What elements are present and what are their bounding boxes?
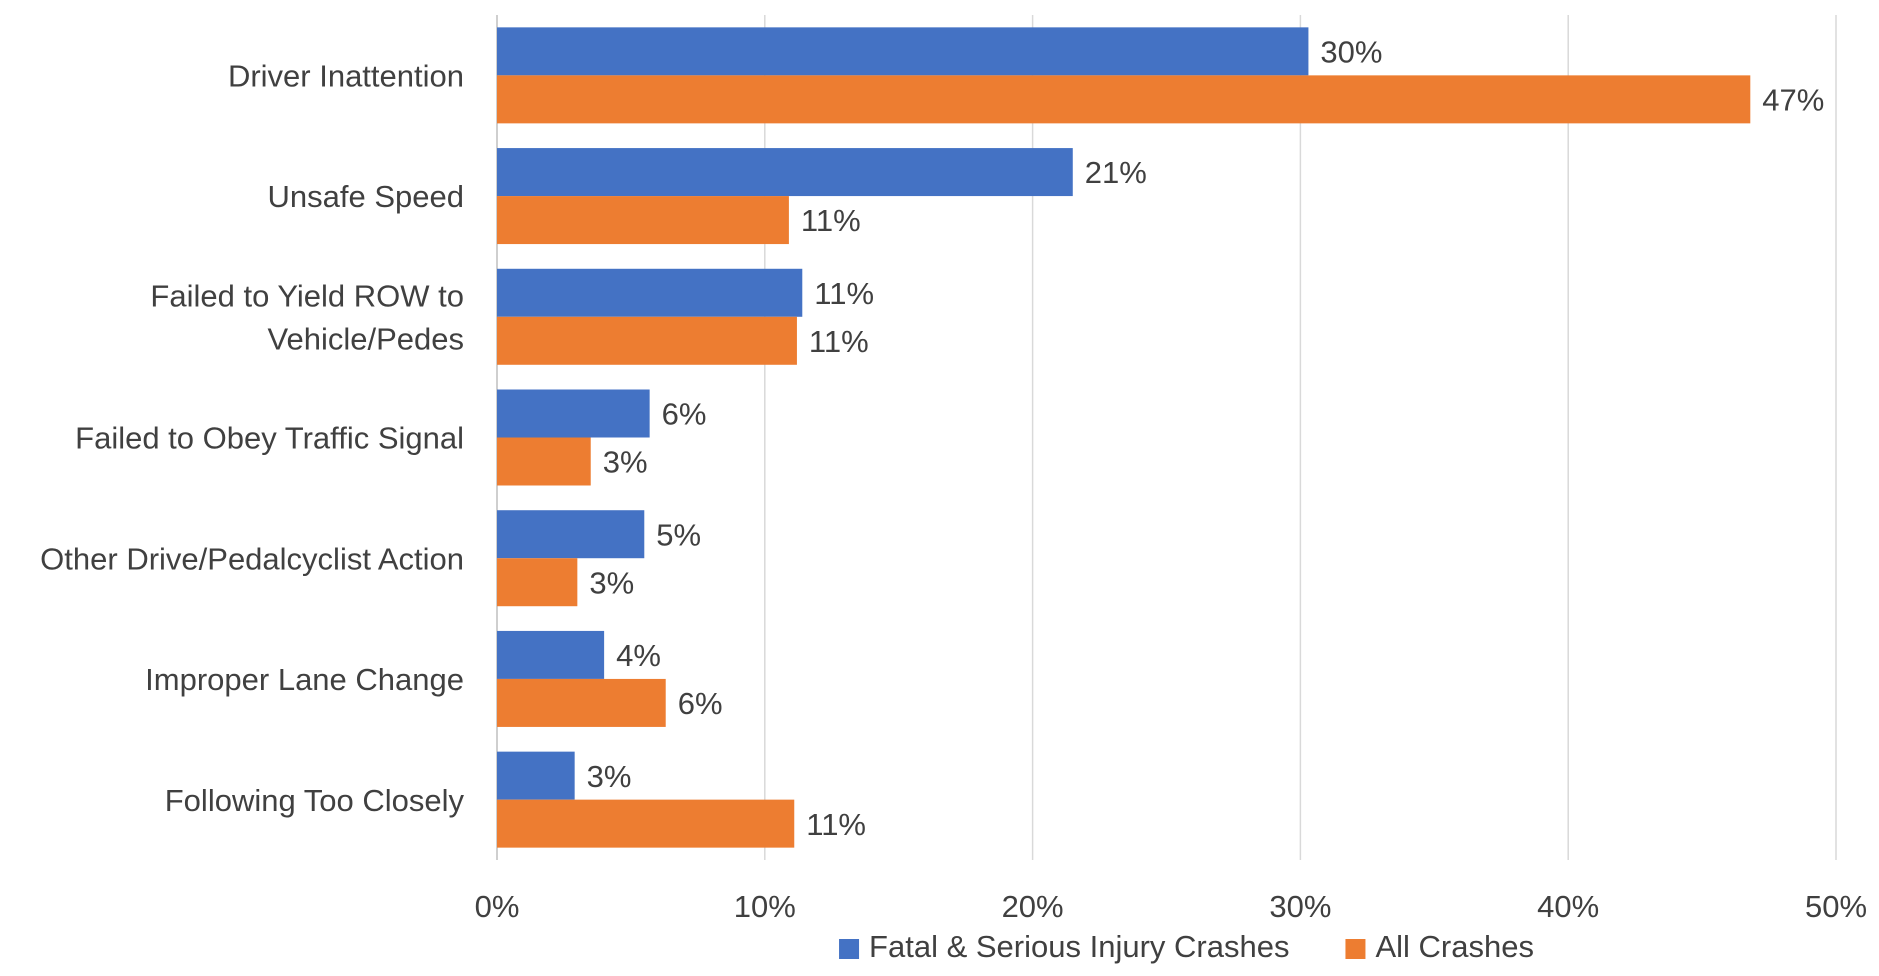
bar-fatal-serious xyxy=(497,510,645,559)
data-label: 5% xyxy=(656,517,701,552)
bar-all-crashes xyxy=(497,678,666,727)
bar-all-crashes xyxy=(497,316,797,365)
category-label: Driver Inattention xyxy=(228,59,464,94)
category-label: Failed to Yield ROW to xyxy=(150,278,464,313)
data-label: 11% xyxy=(806,807,866,842)
data-label: 3% xyxy=(589,565,634,600)
data-label: 4% xyxy=(616,638,661,673)
bar-all-crashes xyxy=(497,799,795,848)
bar-all-crashes xyxy=(497,196,789,245)
legend: Fatal & Serious Injury Crashes All Crashe… xyxy=(839,929,1534,964)
legend-label: Fatal & Serious Injury Crashes xyxy=(869,929,1289,964)
bar-all-crashes xyxy=(497,75,1751,124)
legend-swatch-fatal-serious xyxy=(839,939,860,959)
category-label: Improper Lane Change xyxy=(145,662,464,697)
category-label: Following Too Closely xyxy=(165,783,465,818)
data-label: 47% xyxy=(1762,83,1824,118)
data-label: 30% xyxy=(1320,35,1382,70)
x-tick-label: 20% xyxy=(1002,889,1064,924)
data-labels: 30% 47% 21% 11% 11% 11% 6% 3% 5% 3% 4% 6% 3% 11% xyxy=(587,35,1825,842)
bar-fatal-serious xyxy=(497,27,1309,76)
x-tick-label: 0% xyxy=(475,889,520,924)
data-label: 3% xyxy=(587,759,632,794)
bar-fatal-serious xyxy=(497,268,803,317)
data-label: 6% xyxy=(678,686,723,721)
x-tick-label: 40% xyxy=(1537,889,1599,924)
gridlines xyxy=(496,15,1837,860)
bar-all-crashes xyxy=(497,558,578,607)
x-axis-tick-labels: 0% 10% 20% 30% 40% 50% xyxy=(475,889,1867,924)
legend-label: All Crashes xyxy=(1375,929,1534,964)
data-label: 21% xyxy=(1085,155,1147,190)
bar-all-crashes xyxy=(497,437,591,486)
bar-fatal-serious xyxy=(497,389,650,438)
bars xyxy=(497,27,1751,848)
data-label: 6% xyxy=(662,397,707,432)
bar-fatal-serious xyxy=(497,630,605,679)
data-label: 3% xyxy=(603,445,648,480)
category-label: Vehicle/Pedes xyxy=(268,321,464,356)
bar-fatal-serious xyxy=(497,148,1073,197)
data-label: 11% xyxy=(801,203,861,238)
data-label: 11% xyxy=(809,324,869,359)
data-label: 11% xyxy=(814,276,874,311)
x-tick-label: 50% xyxy=(1805,889,1867,924)
x-tick-label: 10% xyxy=(734,889,796,924)
legend-swatch-all-crashes xyxy=(1345,939,1366,959)
category-labels: Driver Inattention Unsafe Speed Failed to … xyxy=(40,59,464,818)
x-tick-label: 30% xyxy=(1269,889,1331,924)
bar-fatal-serious xyxy=(497,751,575,800)
category-label: Unsafe Speed xyxy=(268,179,464,214)
category-label: Other Drive/Pedalcyclist Action xyxy=(40,541,464,576)
category-label: Failed to Obey Traffic Signal xyxy=(75,421,464,456)
